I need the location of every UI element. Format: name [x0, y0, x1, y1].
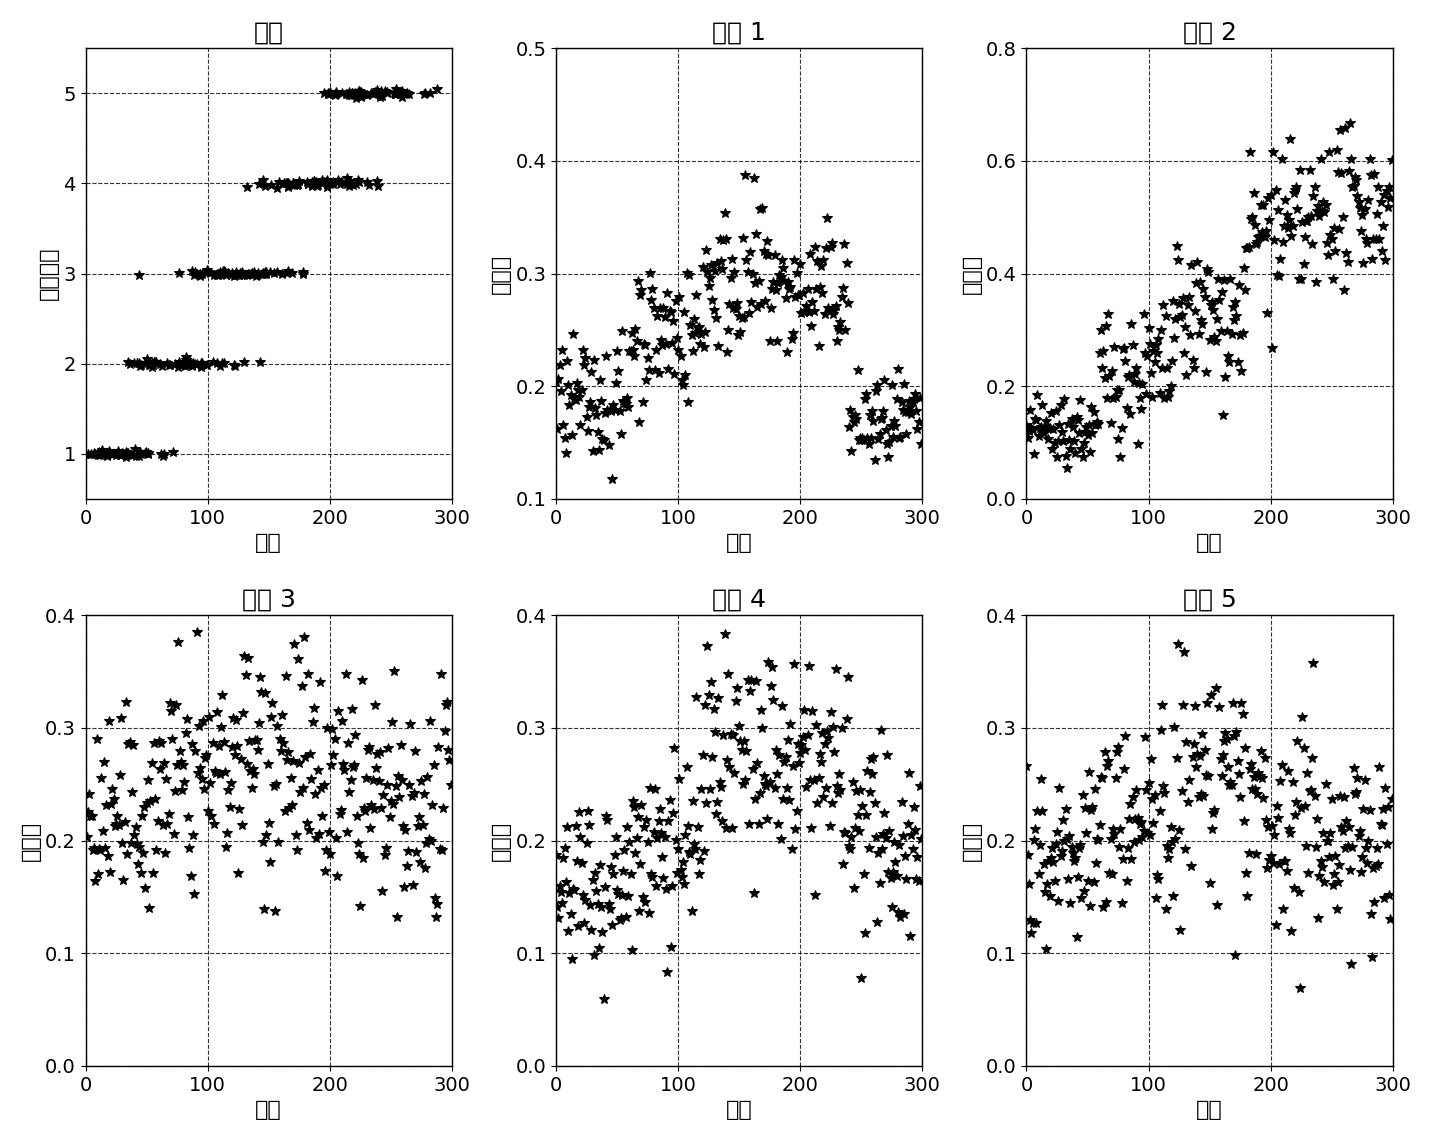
Y-axis label: 类别标签: 类别标签: [39, 246, 59, 300]
Y-axis label: 属性値: 属性値: [962, 253, 982, 293]
Y-axis label: 属性値: 属性値: [962, 820, 982, 860]
Y-axis label: 属性値: 属性値: [491, 253, 511, 293]
X-axis label: 样本: 样本: [726, 533, 753, 553]
X-axis label: 样本: 样本: [726, 1100, 753, 1120]
Title: 属性 2: 属性 2: [1183, 21, 1237, 44]
Title: 种类: 种类: [253, 21, 284, 44]
X-axis label: 样本: 样本: [255, 1100, 282, 1120]
Title: 属性 3: 属性 3: [242, 588, 295, 612]
Y-axis label: 属性値: 属性値: [21, 820, 42, 860]
X-axis label: 样本: 样本: [1196, 1100, 1223, 1120]
Title: 属性 1: 属性 1: [712, 21, 766, 44]
Y-axis label: 属性値: 属性値: [491, 820, 511, 860]
Title: 属性 4: 属性 4: [712, 588, 766, 612]
Title: 属性 5: 属性 5: [1183, 588, 1236, 612]
X-axis label: 样本: 样本: [1196, 533, 1223, 553]
X-axis label: 样本: 样本: [255, 533, 282, 553]
